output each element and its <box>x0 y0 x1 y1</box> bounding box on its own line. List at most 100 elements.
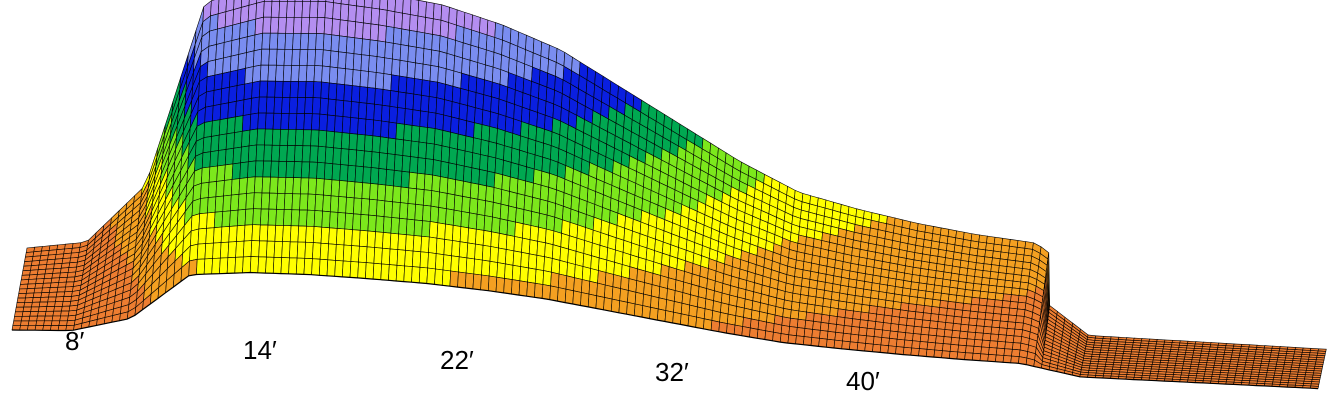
surface-cell <box>349 261 359 279</box>
surface-cell <box>472 273 482 291</box>
surface-cell <box>393 154 404 172</box>
surface-cell <box>259 64 270 82</box>
surface-cell <box>606 247 616 263</box>
surface-cell <box>405 76 415 95</box>
surface-cell <box>399 202 409 220</box>
surface-cell <box>14 306 25 313</box>
surface-cell <box>470 167 480 185</box>
surface-cell <box>31 301 41 308</box>
surface-cell <box>416 172 426 191</box>
surface-cell <box>814 296 824 307</box>
surface-cell <box>459 88 469 106</box>
surface-cell <box>300 161 311 179</box>
surface-cell <box>911 266 922 276</box>
surface-cell <box>249 256 260 274</box>
surface-cell <box>538 212 548 230</box>
surface-cell <box>369 39 379 57</box>
surface-cell <box>348 133 358 151</box>
surface-cell <box>398 217 408 236</box>
surface-cell <box>406 203 416 221</box>
surface-cell <box>246 18 257 38</box>
surface-cell <box>389 90 399 108</box>
surface-cell <box>462 27 473 46</box>
surface-cell <box>390 74 400 93</box>
surface-cell <box>421 220 431 238</box>
surface-cell <box>871 282 881 292</box>
surface-cell <box>1007 314 1017 323</box>
surface-cell <box>863 281 873 291</box>
surface-cell <box>462 42 472 61</box>
surface-cell <box>228 225 238 243</box>
surface-cell <box>780 324 790 336</box>
surface-cell <box>1021 268 1031 277</box>
surface-cell <box>485 49 495 68</box>
surface-cell <box>240 4 250 24</box>
surface-cell <box>492 51 502 71</box>
surface-cell <box>346 180 356 199</box>
surface-cell <box>447 22 457 41</box>
surface-cell <box>267 64 277 82</box>
surface-cell <box>34 325 44 331</box>
surface-cell <box>398 75 408 94</box>
surface-cell <box>481 259 491 277</box>
surface-cell <box>447 162 457 181</box>
surface-cell <box>67 266 77 273</box>
surface-cell <box>316 0 327 19</box>
surface-cell <box>749 318 760 330</box>
surface-cell <box>402 139 412 157</box>
surface-cell <box>549 285 559 302</box>
surface-cell <box>377 168 387 186</box>
surface-cell <box>527 123 538 142</box>
surface-cell <box>900 294 911 304</box>
surface-cell <box>242 256 252 274</box>
surface-cell <box>246 176 256 194</box>
surface-cell <box>915 304 925 314</box>
surface-cell <box>498 232 508 250</box>
surface-cell <box>297 225 307 243</box>
surface-cell <box>853 302 863 313</box>
surface-cell <box>48 291 58 298</box>
surface-cell <box>294 129 305 147</box>
surface-cell <box>795 335 805 346</box>
surface-cell <box>926 276 936 286</box>
surface-cell <box>282 80 292 98</box>
surface-cell <box>68 261 78 268</box>
surface-cell <box>250 240 260 258</box>
surface-cell <box>260 192 271 210</box>
surface-cell <box>45 306 55 312</box>
surface-cell <box>219 257 229 275</box>
surface-cell <box>281 96 291 114</box>
surface-cell <box>506 220 516 237</box>
surface-cell <box>196 258 206 275</box>
surface-cell <box>480 124 491 142</box>
surface-cell <box>883 314 893 324</box>
surface-cell <box>277 16 287 34</box>
surface-cell <box>329 50 339 69</box>
surface-cell <box>273 96 283 114</box>
surface-cell <box>393 169 403 188</box>
surface-cell <box>343 84 353 102</box>
surface-cell <box>949 343 959 353</box>
surface-cell <box>468 59 479 78</box>
surface-cell <box>509 162 520 180</box>
surface-cell <box>15 302 26 308</box>
surface-cell <box>454 39 464 59</box>
surface-cell <box>40 292 50 298</box>
surface-cell <box>286 145 296 162</box>
surface-cell <box>295 113 305 131</box>
surface-cell <box>367 71 377 89</box>
surface-cell <box>488 126 498 144</box>
surface-cell <box>541 284 551 300</box>
surface-cell <box>919 333 930 343</box>
surface-cell <box>28 315 38 322</box>
surface-cell <box>275 64 285 82</box>
surface-cell <box>226 116 236 135</box>
surface-cell <box>528 239 539 256</box>
surface-cell <box>942 336 953 345</box>
surface-cell <box>404 108 414 126</box>
surface-cell <box>288 113 298 130</box>
surface-cell <box>976 248 986 258</box>
surface-cell <box>874 321 884 331</box>
surface-cell <box>941 278 952 288</box>
surface-cell <box>953 308 964 318</box>
